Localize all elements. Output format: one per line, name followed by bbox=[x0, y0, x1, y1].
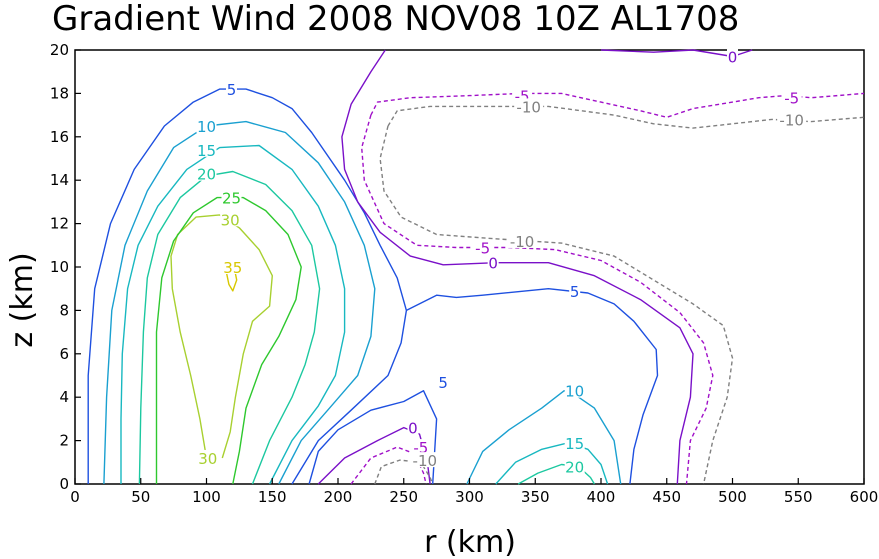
x-tick-label: 350 bbox=[521, 488, 550, 506]
contour-line-cm5b bbox=[370, 92, 865, 119]
contour-label-22: -10 bbox=[516, 98, 541, 116]
contour-label-3: 25 bbox=[222, 190, 241, 208]
chart-title: Gradient Wind 2008 NOV08 10Z AL1708 bbox=[52, 0, 739, 39]
contour-line-c15 bbox=[120, 144, 346, 485]
contour-label-bg bbox=[222, 259, 243, 274]
x-axis-label: r (km) bbox=[424, 525, 516, 559]
contour-label-bg bbox=[410, 439, 431, 455]
contour-label-7: 5 bbox=[227, 81, 237, 99]
x-tick-label: 300 bbox=[455, 488, 484, 506]
plot-border bbox=[74, 49, 865, 485]
contour-label-bg bbox=[507, 232, 537, 248]
contour-label-bg bbox=[196, 141, 217, 157]
x-tick-label: 250 bbox=[389, 488, 418, 506]
contour-label-8: 5 bbox=[438, 374, 448, 392]
x-tick-label: 150 bbox=[258, 488, 287, 506]
y-tick-label: 2 bbox=[59, 432, 69, 450]
contour-label-bg bbox=[487, 254, 499, 270]
x-tick-label: 50 bbox=[131, 488, 150, 506]
contour-label-2: 30 bbox=[221, 211, 240, 229]
contour-label-17: -5 bbox=[475, 239, 490, 257]
contour-label-bg bbox=[407, 419, 419, 435]
contour-line-c30 bbox=[170, 214, 273, 459]
x-tick-label: 200 bbox=[324, 488, 353, 506]
x-tick-label: 450 bbox=[652, 488, 681, 506]
x-tick-label: 500 bbox=[718, 488, 747, 506]
y-tick-label: 14 bbox=[50, 171, 69, 189]
contour-label-1: 30 bbox=[198, 450, 217, 468]
contour-label-20: -10 bbox=[413, 452, 438, 470]
y-axis-label: z (km) bbox=[5, 252, 40, 347]
contour-line-cm10b bbox=[387, 105, 865, 129]
contour-label-bg bbox=[564, 382, 585, 398]
contour-label-bg bbox=[472, 239, 493, 255]
x-tick-label: 400 bbox=[587, 488, 616, 506]
contour-label-bg bbox=[569, 282, 581, 298]
contour-label-bg bbox=[777, 111, 807, 127]
contour-label-bg bbox=[220, 211, 241, 227]
contour-label-bg bbox=[197, 449, 218, 465]
contour-label-bg bbox=[225, 81, 237, 97]
y-tick-label: 8 bbox=[59, 301, 69, 319]
y-tick-label: 12 bbox=[50, 215, 69, 233]
y-tick-label: 6 bbox=[59, 345, 69, 363]
y-tick-label: 0 bbox=[59, 475, 69, 493]
contour-label-bg bbox=[781, 89, 802, 105]
contour-line-c10 bbox=[103, 120, 376, 485]
contour-line-cm5c bbox=[361, 114, 714, 485]
contour-label-6: 10 bbox=[197, 118, 216, 136]
plot-area bbox=[74, 49, 865, 485]
contour-label-13: 0 bbox=[408, 420, 418, 438]
contour-label-0: 35 bbox=[223, 259, 242, 277]
y-tick-label: 16 bbox=[50, 128, 69, 146]
contour-line-c5b bbox=[308, 390, 438, 485]
y-tick-label: 10 bbox=[50, 258, 69, 276]
x-tick-label: 100 bbox=[192, 488, 221, 506]
contour-label-9: 5 bbox=[570, 283, 580, 301]
contour-line-c10b bbox=[466, 390, 622, 485]
contour-line-cm5a bbox=[350, 446, 427, 485]
contour-label-bg bbox=[727, 48, 738, 64]
contour-label-11: 15 bbox=[565, 435, 584, 453]
contour-lines bbox=[87, 49, 865, 485]
y-tick-label: 20 bbox=[50, 41, 69, 59]
contour-label-bg bbox=[437, 374, 449, 390]
contour-label-12: 20 bbox=[565, 459, 584, 477]
contour-line-cm10a bbox=[374, 459, 434, 485]
contour-label-5: 15 bbox=[197, 142, 216, 160]
x-axis-ticks: 0 50 100 150 200 250 300 350 400 450 500 550 600 bbox=[70, 478, 878, 506]
contour-label-bg bbox=[564, 458, 585, 474]
x-tick-label: 550 bbox=[784, 488, 813, 506]
contour-line-cm10c bbox=[379, 125, 734, 485]
contour-label-10: 10 bbox=[565, 383, 584, 401]
contour-label-bg bbox=[196, 117, 217, 133]
contour-label-bg bbox=[564, 434, 585, 450]
contour-label-bg bbox=[514, 98, 544, 114]
contour-line-c5c bbox=[406, 288, 659, 485]
x-tick-label: 0 bbox=[70, 488, 80, 506]
contour-label-4: 20 bbox=[197, 166, 216, 184]
contour-label-15: 0 bbox=[728, 49, 738, 67]
contour-line-c0c bbox=[600, 49, 753, 58]
contour-label-23: -10 bbox=[779, 111, 804, 129]
contour-label-bg bbox=[221, 189, 242, 205]
contour-label-bg bbox=[196, 165, 217, 181]
contour-label-14: 0 bbox=[488, 255, 498, 273]
contour-line-c25 bbox=[155, 196, 302, 485]
contour-label-bg bbox=[410, 452, 440, 468]
y-tick-label: 4 bbox=[59, 388, 69, 406]
y-axis-ticks: 0 2 4 6 8 10 12 14 16 18 20 bbox=[50, 41, 81, 493]
contour-line-c0b bbox=[341, 49, 694, 485]
contour-line-c5 bbox=[87, 88, 408, 485]
y-tick-label: 18 bbox=[50, 84, 69, 102]
contour-line-c20 bbox=[138, 170, 321, 485]
x-tick-label: 600 bbox=[850, 488, 879, 506]
contour-label-19: -5 bbox=[784, 90, 799, 108]
contour-label-21: -10 bbox=[510, 233, 535, 251]
